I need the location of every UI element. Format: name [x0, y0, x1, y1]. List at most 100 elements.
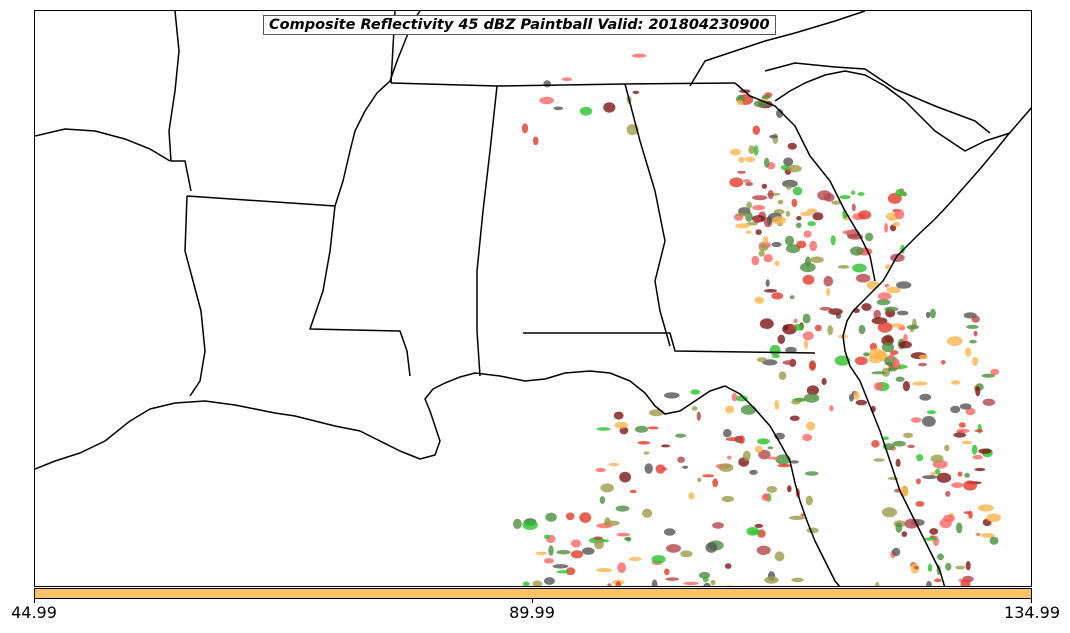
paintball-blob — [727, 455, 732, 460]
paintball-blob — [799, 211, 813, 217]
paintball-blob — [677, 456, 685, 463]
paintball-blob — [752, 195, 768, 201]
paintball-blob — [725, 437, 741, 442]
paintball-blob — [826, 287, 831, 296]
paintball-blob — [664, 568, 670, 576]
paintball-blob — [552, 564, 569, 569]
paintball-blob — [757, 438, 770, 445]
paintball-blob — [875, 581, 880, 586]
paintball-blob — [787, 485, 792, 493]
paintball-blob — [746, 201, 752, 209]
paintball-blob — [972, 454, 983, 460]
paintball-blob — [898, 341, 913, 349]
paintball-blob — [761, 183, 768, 189]
paintball-blob — [971, 315, 980, 323]
paintball-blob — [615, 581, 622, 586]
paintball-blob — [766, 486, 778, 493]
paintball-blob — [570, 550, 584, 559]
paintball-blob — [604, 517, 611, 527]
paintball-blob — [910, 417, 922, 423]
colorbar — [34, 588, 1032, 599]
paintball-blob — [950, 405, 961, 414]
paintball-blob — [886, 286, 901, 294]
paintball-blob — [828, 308, 843, 315]
paintball-blob — [579, 106, 593, 116]
paintball-blob — [877, 292, 892, 300]
paintball-blob — [990, 368, 1000, 376]
paintball-blob — [740, 404, 757, 415]
paintball-blob — [868, 348, 884, 360]
paintball-blob — [644, 463, 653, 474]
paintball-blob — [782, 179, 798, 188]
paintball-blob — [696, 411, 701, 421]
paintball-blob — [769, 344, 781, 356]
paintball-blob — [969, 339, 977, 344]
paintball-blob — [772, 216, 786, 225]
paintball-blob — [596, 427, 611, 431]
paintball-blob — [787, 142, 797, 150]
paintball-blob — [731, 392, 738, 402]
paintball-blob — [600, 483, 614, 493]
border-tennessee-south — [390, 82, 736, 87]
paintball-blob — [745, 211, 753, 222]
paintball-blob — [802, 433, 813, 442]
paintball-blob — [806, 385, 820, 396]
paintball-blob — [812, 212, 824, 221]
paintball-blob — [745, 230, 752, 234]
paintball-blob — [951, 380, 961, 385]
border-louisiana-west — [184, 195, 206, 397]
paintball-blob — [743, 179, 751, 183]
paintball-blob — [963, 511, 972, 515]
paintball-blob — [721, 495, 734, 503]
paintball-blob — [853, 391, 860, 400]
paintball-blob — [804, 471, 819, 476]
paintball-blob — [916, 454, 924, 462]
paintball-blob — [946, 336, 963, 346]
paintball-blob — [831, 200, 841, 205]
paintball-blob — [830, 235, 836, 246]
paintball-blob — [793, 318, 798, 324]
paintball-blob — [617, 562, 626, 574]
paintball-blob — [631, 53, 647, 58]
map-title: Composite Reflectivity 45 dBZ Paintball … — [263, 15, 776, 35]
paintball-blob — [956, 522, 963, 534]
paintball-blob — [682, 465, 689, 469]
paintball-blob — [922, 416, 936, 427]
paintball-blob — [752, 125, 761, 135]
paintball-blob — [521, 123, 529, 134]
state-boundaries — [35, 11, 1031, 586]
paintball-blob — [806, 208, 818, 214]
paintball-blob — [951, 482, 964, 488]
paintball-blob — [723, 429, 732, 438]
paintball-blob — [945, 491, 951, 497]
border-texas-louisiana — [35, 128, 171, 162]
paintball-blob — [803, 393, 820, 403]
paintball-blob — [916, 478, 921, 485]
paintball-blob — [703, 582, 711, 586]
paintball-blob — [774, 260, 780, 267]
paintball-blob — [959, 403, 972, 410]
paintball-blob — [817, 190, 832, 201]
paintball-blob — [871, 440, 880, 448]
paintball-blob — [895, 522, 903, 533]
paintball-blob — [895, 458, 901, 467]
paintball-blob — [934, 578, 942, 583]
paintball-blob — [956, 428, 970, 433]
paintball-blob — [787, 164, 802, 173]
paintball-blob — [925, 311, 931, 319]
paintball-blob — [582, 547, 595, 555]
carolina-coastline — [774, 70, 1011, 152]
paintball-blob — [814, 324, 822, 332]
paintball-blob — [548, 545, 554, 556]
paintball-blob — [790, 325, 797, 329]
paintball-blob — [615, 505, 630, 512]
paintball-blob — [608, 462, 620, 467]
paintball-blob — [535, 551, 548, 555]
paintball-blob — [799, 262, 816, 273]
paintball-blob — [957, 471, 963, 477]
paintball-blob — [539, 96, 554, 105]
paintball-blob — [937, 553, 944, 561]
paintball-blob — [930, 454, 944, 463]
paintball-blob — [882, 436, 889, 441]
paintball-blob — [873, 382, 884, 391]
